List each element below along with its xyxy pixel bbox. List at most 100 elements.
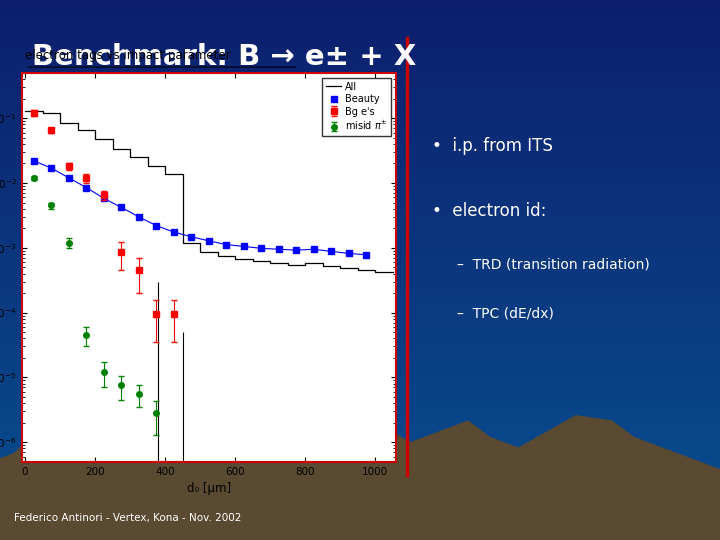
All <box>318 263 327 269</box>
Beauty <box>169 229 178 235</box>
Bar <box>0 454 720 456</box>
Bar <box>0 281 720 284</box>
Bar <box>0 227 720 229</box>
All <box>196 249 204 255</box>
Bar <box>0 521 720 524</box>
Beauty <box>292 247 300 253</box>
Bar <box>0 286 720 289</box>
All <box>73 127 82 133</box>
Bar <box>0 0 720 3</box>
All <box>283 261 292 268</box>
Bar <box>0 475 720 478</box>
Bar <box>0 248 720 251</box>
Bar <box>0 478 720 481</box>
Bar <box>0 105 720 108</box>
Bar <box>0 459 720 462</box>
Bar <box>0 43 720 46</box>
Bar <box>0 500 720 502</box>
Bar <box>0 159 720 162</box>
Bar <box>0 370 720 373</box>
Bar <box>0 246 720 248</box>
Bar <box>0 494 720 497</box>
Bar <box>0 273 720 275</box>
Bar <box>0 181 720 184</box>
Bar <box>0 489 720 491</box>
Bar <box>0 516 720 518</box>
All <box>371 267 379 273</box>
Bar <box>0 472 720 475</box>
All <box>143 163 152 170</box>
Bar <box>0 270 720 273</box>
Beauty <box>362 252 371 258</box>
Text: Benchmark: B → e± + X: Benchmark: B → e± + X <box>32 43 417 71</box>
Beauty <box>47 165 55 171</box>
Bar <box>0 508 720 510</box>
All <box>179 170 187 177</box>
All <box>354 267 362 273</box>
Bar <box>0 332 720 335</box>
Bar <box>0 537 720 540</box>
Bar <box>0 524 720 526</box>
Bar <box>0 100 720 103</box>
Bar <box>0 132 720 135</box>
Bar <box>0 70 720 73</box>
Bar <box>0 3 720 5</box>
Beauty <box>274 246 283 253</box>
Bar <box>0 410 720 413</box>
Bar <box>0 346 720 348</box>
Line: Beauty: Beauty <box>31 158 369 258</box>
Bar <box>0 176 720 178</box>
Bar <box>0 251 720 254</box>
Bar <box>0 27 720 30</box>
Beauty <box>344 250 353 256</box>
All <box>38 110 47 116</box>
All <box>283 260 292 266</box>
Bar <box>0 78 720 81</box>
All <box>108 136 117 142</box>
All <box>230 253 239 259</box>
Bar <box>0 451 720 454</box>
Bar <box>0 51 720 54</box>
Bar <box>0 154 720 157</box>
Bar <box>0 348 720 351</box>
Bar <box>0 200 720 202</box>
Bar <box>0 230 720 232</box>
Bar <box>0 8 720 11</box>
Bar <box>0 108 720 111</box>
Bar <box>0 424 720 427</box>
Bar <box>0 427 720 429</box>
Beauty <box>257 245 266 252</box>
Bar <box>0 359 720 362</box>
Bar <box>0 343 720 346</box>
Bar <box>0 84 720 86</box>
Bar <box>0 46 720 49</box>
Bar <box>0 335 720 338</box>
Bar <box>0 148 720 151</box>
Bar <box>0 103 720 105</box>
All <box>213 253 222 259</box>
Bar <box>0 194 720 197</box>
Bar <box>0 213 720 216</box>
Bar <box>0 146 720 148</box>
All <box>336 263 344 269</box>
Bar <box>0 297 720 300</box>
Bar <box>0 502 720 505</box>
Bar <box>0 178 720 181</box>
Bar <box>0 486 720 489</box>
All <box>266 258 274 265</box>
Bar <box>0 221 720 224</box>
Bar <box>0 216 720 219</box>
Bar <box>0 130 720 132</box>
All <box>126 154 135 160</box>
Bar <box>0 267 720 270</box>
Bar <box>0 292 720 294</box>
Bar <box>0 513 720 516</box>
Bar <box>0 356 720 359</box>
Beauty <box>187 233 196 240</box>
Bar <box>0 481 720 483</box>
Bar <box>0 319 720 321</box>
Polygon shape <box>0 394 720 540</box>
Bar <box>0 243 720 246</box>
Bar <box>0 413 720 416</box>
Bar <box>0 302 720 305</box>
